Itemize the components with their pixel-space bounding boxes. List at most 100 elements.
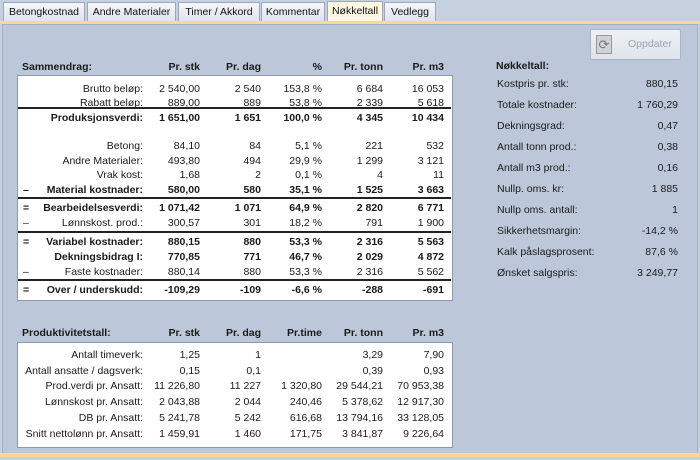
row-value: 4 bbox=[377, 169, 383, 181]
row-value: 880 bbox=[243, 266, 261, 278]
row-value: 11 bbox=[433, 169, 444, 181]
row-value: 84,10 bbox=[173, 140, 200, 152]
summary-row: Betong: 84,10 84 5,1 % 221 532 bbox=[18, 139, 453, 153]
row-label: Betong: bbox=[106, 140, 143, 152]
row-label: Faste kostnader: bbox=[64, 266, 143, 278]
row-divider bbox=[18, 279, 451, 281]
refresh-icon: ⟳ bbox=[596, 35, 612, 54]
column-header: Pr. dag bbox=[225, 61, 261, 73]
row-value: 0,1 % bbox=[295, 169, 322, 181]
tab-betongkostnad[interactable]: Betongkostnad bbox=[3, 2, 85, 22]
column-header: Pr. tonn bbox=[343, 327, 383, 339]
tab-kommentar[interactable]: Kommentar bbox=[261, 2, 325, 22]
row-value: 616,68 bbox=[289, 411, 322, 424]
keyfigure-label: Kalk påslagsprosent: bbox=[497, 246, 595, 258]
row-label: Andre Materialer: bbox=[62, 155, 143, 167]
summary-row: Rabatt beløp: 889,00 889 53,8 % 2 339 5 618 bbox=[18, 96, 453, 110]
summary-row: = Over / underskudd: -109,29 -109 -6,6 % -288… bbox=[18, 283, 453, 297]
row-value: 84 bbox=[249, 140, 261, 152]
row-value: 1 459,91 bbox=[159, 427, 200, 440]
row-value: 33 128,05 bbox=[397, 411, 444, 424]
tab-vedlegg[interactable]: Vedlegg bbox=[384, 2, 436, 22]
summary-row: = Variabel kostnader: 880,15 880 53,3 % 2 316… bbox=[18, 235, 453, 249]
productivity-row: Antall timeverk: 1,25 1 3,29 7,90 bbox=[18, 348, 453, 362]
row-value: -691 bbox=[422, 284, 444, 296]
row-value: 2 044 bbox=[234, 396, 261, 409]
row-value: 0,39 bbox=[362, 364, 383, 377]
summary-row: Dekningsbidrag I: 770,85 771 46,7 % 2 029 4 8… bbox=[18, 250, 453, 264]
row-label: Over / underskudd: bbox=[46, 284, 143, 296]
row-value: 771 bbox=[243, 251, 261, 263]
productivity-row: DB pr. Ansatt: 5 241,78 5 242 616,68 13 794,… bbox=[18, 411, 453, 425]
row-value: 16 053 bbox=[411, 83, 444, 95]
tab-timer-akkord[interactable]: Timer / Akkord bbox=[178, 2, 260, 22]
row-value: 1 299 bbox=[356, 155, 383, 167]
row-value: 2 043,88 bbox=[159, 396, 200, 409]
row-value: 9 226,64 bbox=[403, 427, 444, 440]
row-value: 0,93 bbox=[423, 364, 444, 377]
row-value: 4 345 bbox=[356, 112, 383, 124]
summary-title: Sammendrag: bbox=[22, 61, 93, 73]
summary-row: – Faste kostnader: 880,14 880 53,3 % 2 316 5 5… bbox=[18, 265, 453, 279]
keyfigure-value: 1 760,29 bbox=[637, 99, 678, 111]
row-label: Vrak kost: bbox=[96, 169, 143, 181]
row-value: -6,6 % bbox=[291, 284, 322, 296]
keyfigure-label: Nullp. oms. kr: bbox=[497, 183, 565, 195]
column-header: Pr. tonn bbox=[343, 61, 383, 73]
tab-bar: Betongkostnad Andre Materialer Timer / Akk… bbox=[0, 0, 700, 23]
row-value: 1,68 bbox=[179, 169, 200, 181]
row-value: 791 bbox=[365, 217, 383, 229]
row-value: 1 900 bbox=[417, 217, 444, 229]
row-divider bbox=[18, 107, 451, 109]
row-value: 153,8 % bbox=[283, 83, 322, 95]
row-value: 770,85 bbox=[167, 251, 200, 263]
row-operator: – bbox=[23, 217, 29, 229]
row-value: 580,00 bbox=[167, 184, 200, 196]
row-value: 5 241,78 bbox=[159, 411, 200, 424]
row-label: Lønnskost pr. Ansatt: bbox=[44, 396, 143, 409]
tab-nøkkeltall[interactable]: Nøkkeltall bbox=[327, 1, 383, 23]
keyfigure-value: 0,38 bbox=[657, 141, 678, 153]
row-operator: = bbox=[23, 202, 30, 214]
summary-row: – Material kostnader: 580,00 580 35,1 % 1 525… bbox=[18, 183, 453, 197]
row-value: 3 663 bbox=[417, 184, 444, 196]
keyfigure-label: Totale kostnader: bbox=[497, 99, 577, 111]
row-value: 1,25 bbox=[179, 349, 200, 361]
productivity-title: Produktivitetstall: bbox=[22, 327, 111, 339]
row-label: Rabatt beløp: bbox=[79, 97, 143, 109]
row-value: 2 339 bbox=[356, 97, 383, 109]
tab-andre-materialer[interactable]: Andre Materialer bbox=[87, 2, 176, 22]
row-value: 29,9 % bbox=[289, 155, 322, 167]
row-value: 494 bbox=[243, 155, 261, 167]
row-value: 53,3 % bbox=[289, 266, 322, 278]
row-value: 18,2 % bbox=[289, 217, 322, 229]
row-value: 5 563 bbox=[417, 236, 444, 248]
row-label: Prod.verdi pr. Ansatt: bbox=[45, 380, 143, 393]
row-value: 3 841,87 bbox=[342, 427, 383, 440]
keyfigures-title: Nøkkeltall: bbox=[496, 60, 550, 72]
keyfigure-label: Kostpris pr. stk: bbox=[497, 78, 569, 90]
row-operator: = bbox=[23, 236, 30, 248]
row-label: DB pr. Ansatt: bbox=[78, 411, 143, 424]
row-value: 0,15 bbox=[179, 364, 200, 377]
row-label: Antall ansatte / dagsverk: bbox=[25, 364, 143, 377]
row-value: 12 917,30 bbox=[397, 396, 444, 409]
row-divider bbox=[18, 231, 451, 233]
keyfigure-label: Ønsket salgspris: bbox=[497, 267, 578, 279]
summary-row: – Lønnskost. prod.: 300,57 301 18,2 % 791 1 90… bbox=[18, 216, 453, 230]
row-divider bbox=[18, 197, 451, 199]
keyfigure-label: Antall m3 prod.: bbox=[497, 162, 571, 174]
column-header: Pr. m3 bbox=[412, 61, 444, 73]
row-value: 301 bbox=[243, 217, 261, 229]
row-value: 880,15 bbox=[167, 236, 200, 248]
row-value: 532 bbox=[426, 140, 444, 152]
row-value: 6 771 bbox=[417, 202, 444, 214]
row-value: 1 460 bbox=[234, 427, 261, 440]
row-value: 1 bbox=[255, 349, 261, 361]
row-value: 7,90 bbox=[423, 349, 444, 361]
keyfigure-value: 1 bbox=[672, 204, 678, 216]
keyfigure-label: Dekningsgrad: bbox=[497, 120, 565, 132]
update-button[interactable]: ⟳ Oppdater bbox=[590, 29, 681, 60]
row-value: 493,80 bbox=[167, 155, 200, 167]
row-value: 2 820 bbox=[356, 202, 383, 214]
